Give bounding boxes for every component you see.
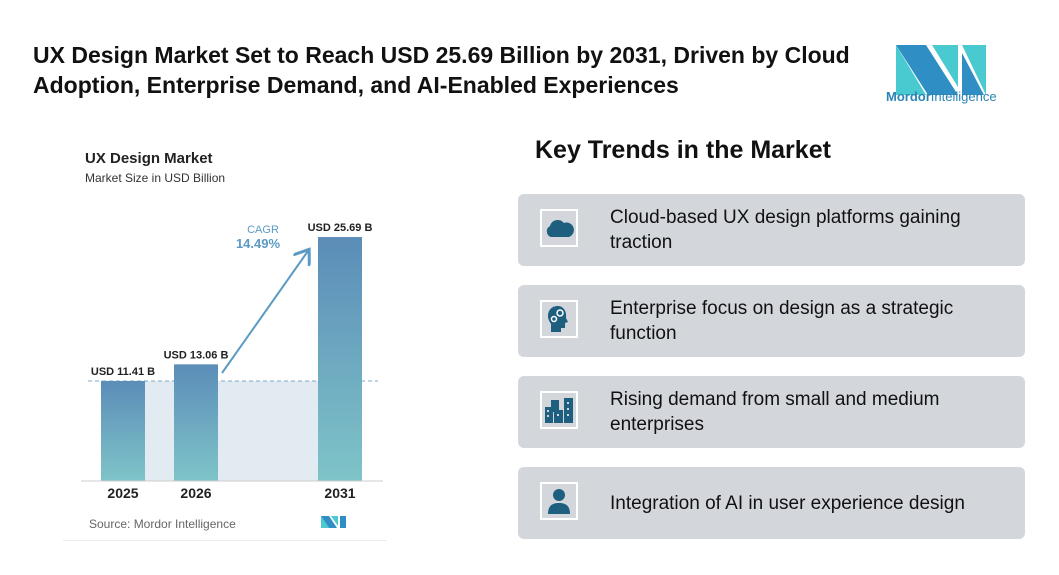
data-label: USD 25.69 B xyxy=(308,222,373,234)
cloud-icon xyxy=(540,209,578,247)
head-gears-icon xyxy=(540,300,578,338)
baseline-band xyxy=(145,380,318,481)
trend-card: Cloud-based UX design platforms gaining … xyxy=(518,194,1025,266)
chart-subtitle: Market Size in USD Billion xyxy=(85,171,225,185)
chart-panel: UX Design Market Market Size in USD Billi… xyxy=(63,130,387,541)
mordor-logo xyxy=(896,45,986,95)
user-icon xyxy=(540,482,578,520)
trend-text: Integration of AI in user experience des… xyxy=(610,492,965,514)
chart-title: UX Design Market xyxy=(85,150,213,167)
x-tick-label: 2025 xyxy=(107,485,138,501)
cagr-label: CAGR xyxy=(247,224,279,236)
logo-text: MordorIntelligence xyxy=(886,89,997,104)
trends-title: Key Trends in the Market xyxy=(535,136,831,164)
data-label: USD 11.41 B xyxy=(91,366,155,378)
x-tick-label: 2031 xyxy=(324,485,355,501)
cagr-arrow xyxy=(221,251,308,374)
trend-text: Enterprise focus on design as a strategi… xyxy=(610,298,954,344)
trend-text: Rising demand from small and medium ente… xyxy=(610,389,940,435)
trend-card: Enterprise focus on design as a strategi… xyxy=(518,285,1025,357)
data-label: USD 13.06 B xyxy=(164,349,229,361)
trend-card: Integration of AI in user experience des… xyxy=(518,467,1025,539)
page-title: UX Design Market Set to Reach USD 25.69 … xyxy=(33,42,850,98)
source-logo xyxy=(321,516,346,528)
bar-2026 xyxy=(174,364,218,481)
buildings-icon xyxy=(540,391,578,429)
trend-card: Rising demand from small and medium ente… xyxy=(518,376,1025,448)
x-tick-label: 2026 xyxy=(180,485,211,501)
bar-2031 xyxy=(318,237,362,481)
bar-2025 xyxy=(101,380,145,481)
source-text: Source: Mordor Intelligence xyxy=(89,517,236,531)
cagr-value: 14.49% xyxy=(236,236,281,251)
trend-text: Cloud-based UX design platforms gaining … xyxy=(610,207,961,253)
bar-chart: UX Design Market Market Size in USD Billi… xyxy=(81,150,383,531)
